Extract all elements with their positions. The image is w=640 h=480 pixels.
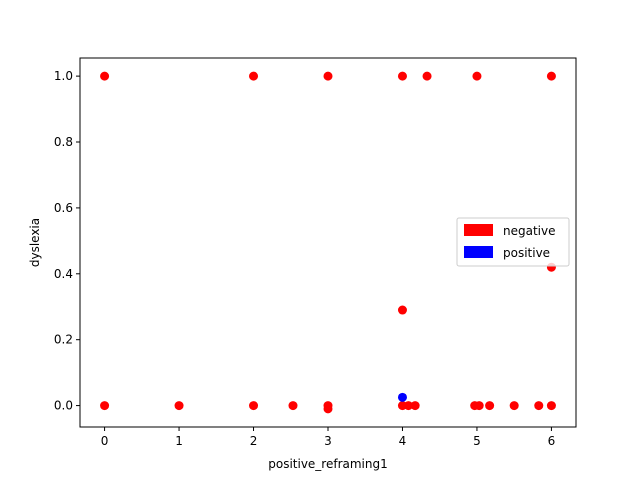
legend: negative positive — [456, 217, 570, 267]
data-point-negative-6 — [546, 71, 556, 81]
legend-swatch-positive — [464, 246, 493, 258]
data-point-negative-17 — [474, 401, 484, 411]
legend-swatch-negative — [464, 224, 493, 236]
data-point-negative-21 — [546, 401, 556, 411]
data-point-negative-9 — [249, 401, 259, 411]
data-point-negative-7 — [100, 401, 110, 411]
data-point-negative-4 — [422, 71, 432, 81]
data-point-negative-20 — [534, 401, 544, 411]
y-tick-label: 0.0 — [54, 399, 73, 413]
data-point-positive-0 — [397, 392, 407, 402]
data-point-negative-15 — [410, 401, 420, 411]
legend-label-negative: negative — [503, 224, 555, 238]
y-tick-label: 0.4 — [54, 267, 73, 281]
x-tick-label: 5 — [473, 434, 481, 448]
data-point-negative-2 — [323, 71, 333, 81]
x-tick-label: 0 — [101, 434, 109, 448]
x-axis-label: positive_reframing1 — [268, 457, 388, 471]
x-tick-label: 3 — [324, 434, 332, 448]
x-axis: 0 1 2 3 4 5 6 — [101, 427, 555, 448]
y-tick-label: 1.0 — [54, 69, 73, 83]
data-point-negative-3 — [397, 71, 407, 81]
y-tick-label: 0.8 — [54, 135, 73, 149]
data-point-negative-19 — [509, 401, 519, 411]
x-tick-label: 6 — [548, 434, 556, 448]
x-tick-label: 4 — [399, 434, 407, 448]
legend-label-positive: positive — [503, 246, 550, 260]
y-tick-label: 0.6 — [54, 201, 73, 215]
y-axis-label: dyslexia — [28, 218, 42, 267]
data-point-negative-5 — [472, 71, 482, 81]
x-tick-label: 2 — [250, 434, 258, 448]
data-point-negative-1 — [249, 71, 259, 81]
data-point-negative-0 — [100, 71, 110, 81]
data-point-negative-18 — [485, 401, 495, 411]
data-point-negative-12 — [323, 404, 333, 414]
data-point-negative-8 — [174, 401, 184, 411]
points-layer — [100, 71, 556, 414]
data-point-negative-10 — [288, 401, 298, 411]
x-tick-label: 1 — [175, 434, 183, 448]
y-axis: 0.0 0.2 0.4 0.6 0.8 1.0 — [54, 69, 80, 413]
data-point-negative-14 — [403, 401, 413, 411]
y-tick-label: 0.2 — [54, 333, 73, 347]
data-point-negative-22 — [397, 305, 407, 315]
